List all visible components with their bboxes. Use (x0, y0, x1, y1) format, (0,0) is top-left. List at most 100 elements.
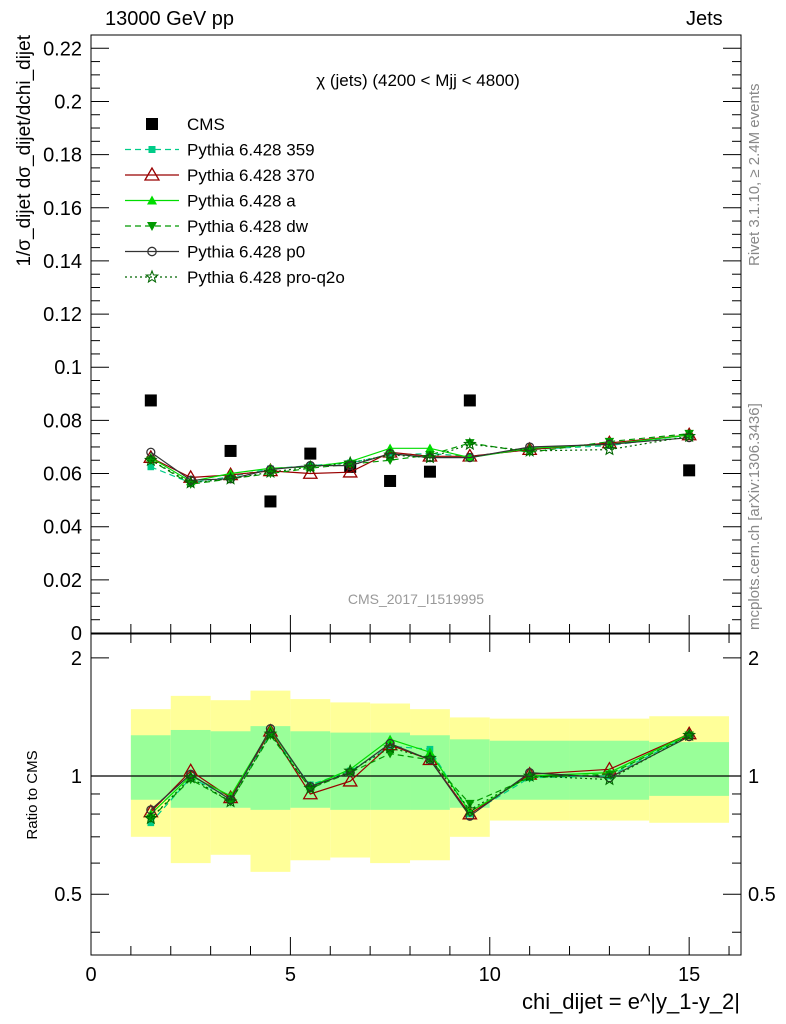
chart-title: χ (jets) (4200 < Mjj < 4800) (316, 71, 520, 90)
ratio-point-p0 (265, 724, 276, 734)
data-point-cms (463, 394, 476, 407)
data-point-cms (384, 474, 397, 487)
ratio-band-inner (250, 726, 291, 810)
data-point-pro_q2o (263, 464, 278, 479)
data-point-p0 (465, 452, 475, 463)
main-y-tick-label: 0.08 (43, 410, 82, 432)
ratio-point-pro_q2o (183, 770, 198, 784)
ratio-point-pro_q2o (682, 728, 697, 742)
analysis-watermark: CMS_2017_I1519995 (348, 591, 484, 607)
ratio-point-p0 (345, 767, 355, 778)
ratio-y-tick-label: 0.5 (748, 884, 776, 906)
series-line-dw (150, 433, 690, 485)
main-y-axis-label: 1/σ_dijet dσ_dijet/dchi_dijet (14, 34, 35, 266)
legend-label-370: Pythia 6.428 370 (187, 166, 315, 185)
data-point-pro_q2o (143, 452, 158, 467)
data-point-a (425, 443, 435, 453)
data-point-p0 (525, 442, 535, 452)
ratio-point-p0 (385, 738, 395, 749)
data-point-dw (465, 439, 475, 448)
legend-marker-a (147, 195, 157, 205)
ratio-band-inner (130, 735, 171, 800)
legend-marker-dw (147, 222, 157, 231)
ratio-line-p0 (150, 727, 690, 818)
main-plot-frame (90, 34, 742, 634)
data-point-pro_q2o (383, 447, 397, 461)
ratio-y-axis-label: Ratio to CMS (24, 750, 41, 839)
ratio-point-pro_q2o (263, 726, 278, 740)
main-y-tick-label: 0.22 (43, 38, 82, 60)
ratio-plot-frame (90, 633, 742, 956)
data-point-pro_q2o (682, 429, 697, 443)
legend-label-359: Pythia 6.428 359 (187, 141, 315, 160)
x-axis-label: chi_dijet = e^|y_1-y_2| (522, 989, 740, 1014)
ratio-point-pro_q2o (522, 768, 537, 782)
data-point-pro_q2o (423, 450, 437, 464)
legend-label-dw: Pythia 6.428 dw (187, 217, 309, 236)
ratio-line-a (150, 728, 690, 815)
x-tick-label: 5 (285, 964, 296, 986)
main-y-tick-label: 0 (71, 623, 82, 645)
data-point-pro_q2o (343, 455, 357, 469)
legend-label-cms: CMS (187, 115, 225, 134)
data-point-cms (264, 495, 277, 508)
legend-marker-370 (143, 166, 161, 181)
data-point-pro_q2o (303, 459, 318, 473)
legend-label-p0: Pythia 6.428 p0 (187, 243, 305, 262)
main-y-tick-label: 0.04 (43, 517, 82, 539)
ratio-point-pro_q2o (223, 794, 238, 808)
ratio-band-inner (649, 742, 730, 796)
main-y-tick-label: 0.16 (43, 198, 82, 220)
ratio-point-p0 (525, 767, 535, 778)
main-y-tick-label: 0.18 (43, 145, 82, 167)
data-point-359 (147, 463, 155, 471)
data-point-370 (302, 465, 319, 479)
data-point-dw (604, 437, 615, 447)
x-tick-label: 10 (479, 964, 501, 986)
ratio-point-pro_q2o (143, 811, 158, 825)
data-point-p0 (604, 439, 615, 449)
main-y-tick-label: 0.14 (43, 251, 82, 273)
ratio-y-tick-label: 0.5 (54, 884, 82, 906)
data-point-p0 (345, 460, 355, 471)
ratio-y-tick-label: 2 (748, 648, 759, 670)
data-point-cms (423, 465, 436, 478)
series-line-pro_q2o (150, 435, 690, 484)
legend-marker-p0 (147, 246, 157, 257)
main-y-tick-label: 0.02 (43, 570, 82, 592)
ratio-y-tick-label: 2 (71, 648, 82, 670)
data-point-cms (304, 447, 317, 460)
ratio-line-pro_q2o (150, 732, 690, 819)
ratio-point-359 (386, 743, 394, 750)
data-point-dw (305, 464, 316, 473)
ratio-point-370 (342, 773, 358, 787)
ratio-point-pro_q2o (602, 772, 617, 786)
ratio-y-tick-label: 1 (71, 766, 82, 788)
x-tick-label: 0 (85, 964, 96, 986)
series-line-p0 (150, 437, 690, 481)
ratio-band-inner (170, 729, 211, 808)
data-point-pro_q2o (462, 437, 477, 451)
data-point-pro_q2o (223, 471, 238, 485)
ratio-point-p0 (425, 755, 435, 765)
data-point-cms (683, 464, 696, 477)
data-point-359 (386, 451, 394, 459)
data-point-p0 (146, 447, 156, 457)
main-y-tick-label: 0.2 (54, 91, 82, 113)
main-y-tick-label: 0.12 (43, 304, 82, 326)
data-point-cms (144, 394, 157, 407)
data-point-370 (342, 464, 358, 478)
ratio-point-pro_q2o (383, 740, 397, 754)
legend-marker-pro_q2o (144, 269, 160, 284)
data-point-pro_q2o (522, 443, 537, 457)
ratio-point-pro_q2o (343, 763, 358, 777)
data-point-pro_q2o (183, 475, 198, 489)
ratio-point-pro_q2o (303, 781, 318, 795)
series-line-a (150, 434, 690, 483)
header-right-title: Jets (686, 8, 723, 30)
legend-label-a: Pythia 6.428 a (187, 192, 296, 211)
data-point-p0 (684, 433, 694, 443)
data-point-dw (425, 451, 435, 460)
ratio-point-pro_q2o (423, 750, 437, 765)
